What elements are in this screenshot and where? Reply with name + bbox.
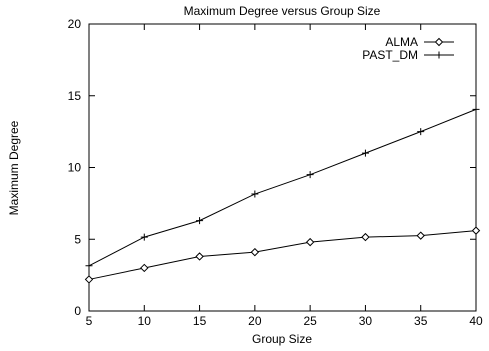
y-tick-label-3: 15 bbox=[68, 89, 82, 103]
x-tick-label-0: 5 bbox=[86, 314, 93, 328]
data-point-alma-0 bbox=[84, 275, 94, 284]
x-tick-label-5: 30 bbox=[359, 314, 373, 328]
data-point-alma-2 bbox=[195, 252, 204, 261]
legend-marker-alma bbox=[434, 37, 444, 47]
data-point-past-dm-6 bbox=[417, 128, 425, 136]
x-tick-label-1: 10 bbox=[138, 314, 152, 328]
x-tick-label-3: 20 bbox=[248, 314, 262, 328]
series-lines bbox=[84, 105, 481, 284]
x-tick-label-7: 40 bbox=[469, 314, 483, 328]
data-point-past-dm-1 bbox=[140, 233, 148, 241]
data-point-past-dm-0 bbox=[85, 262, 93, 270]
data-point-past-dm-4 bbox=[306, 171, 314, 179]
x-tick-label-4: 25 bbox=[303, 314, 317, 328]
x-tick-label-6: 35 bbox=[414, 314, 428, 328]
legend-label-alma: ALMA bbox=[385, 35, 418, 49]
y-tick-label-4: 20 bbox=[68, 17, 82, 31]
y-tick-label-2: 10 bbox=[68, 161, 82, 175]
y-tick-label-1: 5 bbox=[74, 232, 81, 246]
data-point-past-dm-5 bbox=[361, 149, 369, 157]
data-point-alma-1 bbox=[140, 263, 149, 273]
data-point-alma-5 bbox=[361, 232, 370, 242]
x-tick-label-2: 15 bbox=[193, 314, 207, 328]
y-axis-label: Maximum Degree bbox=[7, 120, 21, 215]
data-point-past-dm-3 bbox=[251, 190, 259, 198]
series-line-alma bbox=[88, 230, 477, 280]
series-alma bbox=[84, 226, 481, 284]
legend-label-past-dm: PAST_DM bbox=[362, 48, 418, 62]
data-point-alma-4 bbox=[305, 237, 315, 247]
series-past-dm bbox=[85, 105, 480, 270]
data-point-past-dm-7 bbox=[472, 105, 480, 113]
series-line-past-dm bbox=[88, 108, 477, 267]
data-point-alma-3 bbox=[250, 247, 260, 257]
chart-title: Maximum Degree versus Group Size bbox=[184, 4, 381, 18]
legend-marker-past-dm bbox=[435, 51, 443, 59]
x-axis-label: Group Size bbox=[252, 332, 312, 346]
data-point-alma-6 bbox=[416, 231, 425, 240]
data-point-alma-7 bbox=[471, 226, 481, 235]
y-tick-label-0: 0 bbox=[74, 304, 81, 318]
data-point-past-dm-2 bbox=[196, 217, 204, 225]
